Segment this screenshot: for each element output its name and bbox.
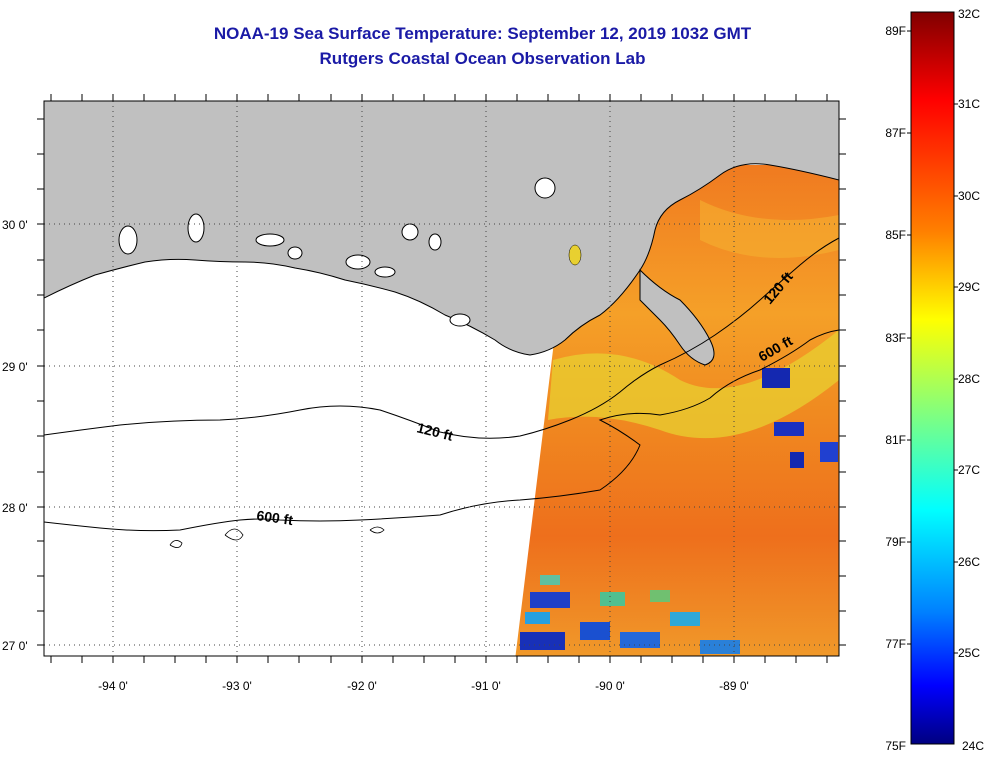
map-title: NOAA-19 Sea Surface Temperature: Septemb…: [213, 24, 752, 43]
sst-yellow-band: [548, 330, 839, 439]
cold-patches: [520, 368, 838, 654]
lat-label: 30 0': [2, 218, 28, 232]
mississippi-delta: [639, 268, 715, 366]
contour-600ft-west: [44, 329, 839, 532]
contour-detail: [169, 526, 385, 548]
lon-label: -90 0': [595, 679, 625, 693]
lat-label: 27 0': [2, 639, 28, 653]
lon-tick-labels: -94 0' -93 0' -92 0' -91 0' -90 0' -89 0…: [98, 679, 749, 693]
lat-tick-labels: 30 0' 29 0' 28 0' 27 0': [2, 218, 28, 653]
lon-label: -89 0': [719, 679, 749, 693]
lat-label: 28 0': [2, 501, 28, 515]
lon-label: -92 0': [347, 679, 377, 693]
contour-label-600ft-west: 600 ft: [256, 507, 295, 528]
lon-label: -93 0': [222, 679, 252, 693]
land: [44, 101, 839, 356]
lat-label: 29 0': [2, 360, 28, 374]
map-frame: [43, 100, 840, 657]
lon-label: -94 0': [98, 679, 128, 693]
contour-120ft-west: [44, 237, 839, 439]
contour-label-120ft-west: 120 ft: [415, 419, 455, 443]
map-subtitle: Rutgers Coastal Ocean Observation Lab: [319, 49, 646, 68]
lon-label: -91 0': [471, 679, 501, 693]
